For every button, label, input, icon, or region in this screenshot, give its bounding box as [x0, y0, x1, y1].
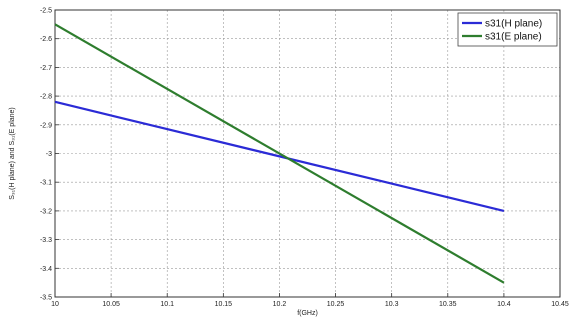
legend: s31(H plane) s31(E plane) — [457, 12, 558, 47]
x-tick-label: 10.25 — [327, 301, 345, 308]
x-tick-label: 10.15 — [215, 301, 233, 308]
y-tick-label: -3.2 — [40, 208, 52, 215]
series-layer — [54, 23, 505, 284]
y-axis-ticks: -2.5 -2.6 -2.7 -2.8 -2.9 -3 -3.1 -3.2 -3.3 -3.4 -3… — [40, 8, 59, 302]
y-tick-label: -2.8 — [40, 94, 52, 101]
x-tick-label: 10.4 — [497, 301, 511, 308]
legend-box — [457, 12, 558, 47]
x-tick-label: 10 — [51, 301, 59, 308]
x-tick-label: 10.1 — [160, 301, 174, 308]
x-tick-label: 10.2 — [273, 301, 287, 308]
series-line-2 — [54, 23, 505, 284]
y-tick-label: -2.5 — [40, 8, 52, 15]
series-line-1 — [54, 100, 505, 212]
y-tick-label: -3 — [46, 151, 52, 158]
y-tick-label: -3.4 — [40, 266, 52, 273]
legend-label-2: s31(E plane) — [485, 32, 542, 43]
x-axis-ticks: 10 10.05 10.1 10.15 10.2 10.25 10.3 10.35 10.4 10… — [51, 293, 569, 308]
y-tick-label: -3.5 — [40, 295, 52, 302]
y-tick-label: -3.1 — [40, 180, 52, 187]
x-tick-label: 10.3 — [385, 301, 399, 308]
x-axis-label: f(GHz) — [297, 310, 318, 317]
x-tick-label: 10.35 — [439, 301, 457, 308]
y-tick-label: -2.9 — [40, 122, 52, 129]
x-tick-label: 10.05 — [102, 301, 120, 308]
legend-label-1: s31(H plane) — [485, 19, 542, 30]
x-tick-label: 10.45 — [551, 301, 569, 308]
y-tick-label: -2.6 — [40, 36, 52, 43]
y-axis-label: S₃₁(H plane) and S₃₁(E plane) — [9, 107, 16, 200]
y-tick-label: -3.3 — [40, 237, 52, 244]
y-tick-label: -2.7 — [40, 65, 52, 72]
